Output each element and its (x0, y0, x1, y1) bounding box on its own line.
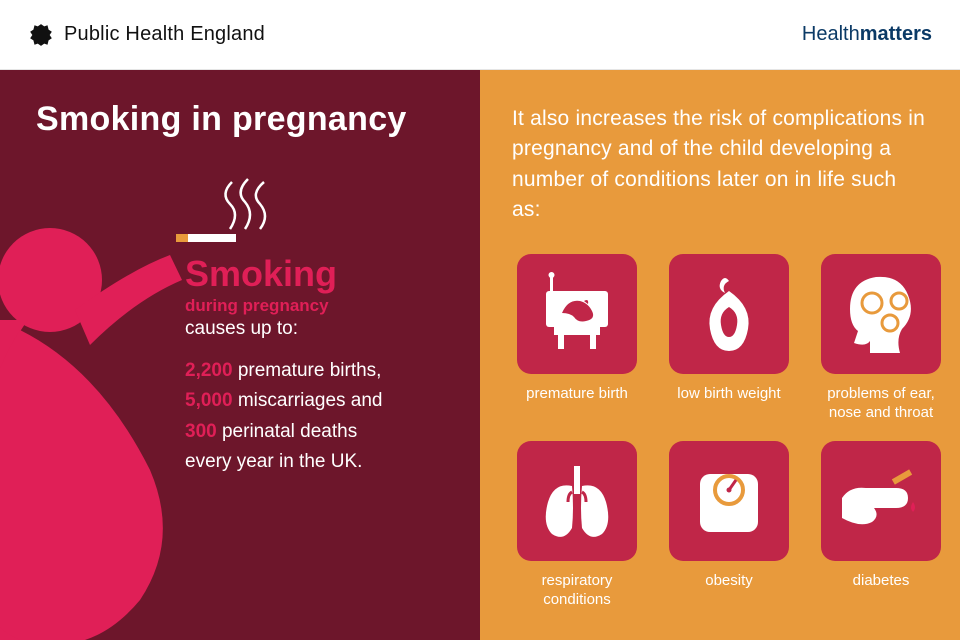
page-title: Smoking in pregnancy (36, 100, 480, 139)
tile-premature-birth (517, 254, 637, 374)
stat-line-2: 5,000 miscarriages and (185, 386, 465, 416)
org-name: Public Health England (64, 23, 265, 46)
tile-cell-premature: premature birth (512, 254, 642, 423)
right-panel: It also increases the risk of complicati… (480, 70, 960, 640)
tile-label: low birth weight (677, 384, 780, 404)
tile-cell-diabetes: diabetes (816, 441, 946, 610)
tile-label: respiratory conditions (512, 571, 642, 610)
tile-diabetes (821, 441, 941, 561)
incubator-icon (534, 271, 620, 357)
tiles-grid: premature birth low birth weight (512, 254, 928, 610)
stat3-num: 300 (185, 421, 217, 442)
smoking-heading: Smoking (185, 256, 465, 292)
bundle-icon (686, 271, 772, 357)
tile-low-birth-weight (669, 254, 789, 374)
tile-cell-low-weight: low birth weight (664, 254, 794, 423)
stat2-text: miscarriages and (233, 390, 383, 411)
crest-icon (28, 22, 54, 48)
stat-line-4: every year in the UK. (185, 447, 465, 477)
tile-cell-respiratory: respiratory conditions (512, 441, 642, 610)
brand-bold: matters (860, 23, 932, 45)
scale-icon (686, 458, 772, 544)
stat1-text: premature births, (233, 360, 382, 381)
tile-label: diabetes (853, 571, 910, 591)
tile-ent-problems (821, 254, 941, 374)
main: Smoking in pregnancy Smoking during preg… (0, 70, 960, 640)
stat-line-3: 300 perinatal deaths (185, 417, 465, 447)
complications-intro: It also increases the risk of complicati… (512, 104, 928, 226)
health-matters-brand: Healthmatters (802, 23, 932, 46)
smoking-text-block: Smoking during pregnancy causes up to: 2… (185, 256, 465, 478)
tile-respiratory (517, 441, 637, 561)
causes-text: causes up to: (185, 318, 465, 340)
stat-line-1: 2,200 premature births, (185, 356, 465, 386)
smoke-icon (220, 174, 290, 234)
finger-prick-icon (836, 458, 926, 544)
lungs-icon (534, 458, 620, 544)
stat1-num: 2,200 (185, 360, 233, 381)
stat3-text: perinatal deaths (217, 421, 358, 442)
head-ent-icon (836, 269, 926, 359)
tile-obesity (669, 441, 789, 561)
tile-label: problems of ear, nose and throat (816, 384, 946, 423)
tile-label: premature birth (526, 384, 628, 404)
tile-cell-obesity: obesity (664, 441, 794, 610)
during-text: during pregnancy (185, 296, 465, 316)
tile-label: obesity (705, 571, 753, 591)
stats-block: 2,200 premature births, 5,000 miscarriag… (185, 356, 465, 478)
left-panel: Smoking in pregnancy Smoking during preg… (0, 70, 480, 640)
tile-cell-ent: problems of ear, nose and throat (816, 254, 946, 423)
phe-logo-block: Public Health England (28, 22, 265, 48)
brand-light: Health (802, 23, 860, 45)
stat2-num: 5,000 (185, 390, 233, 411)
header: Public Health England Healthmatters (0, 0, 960, 70)
